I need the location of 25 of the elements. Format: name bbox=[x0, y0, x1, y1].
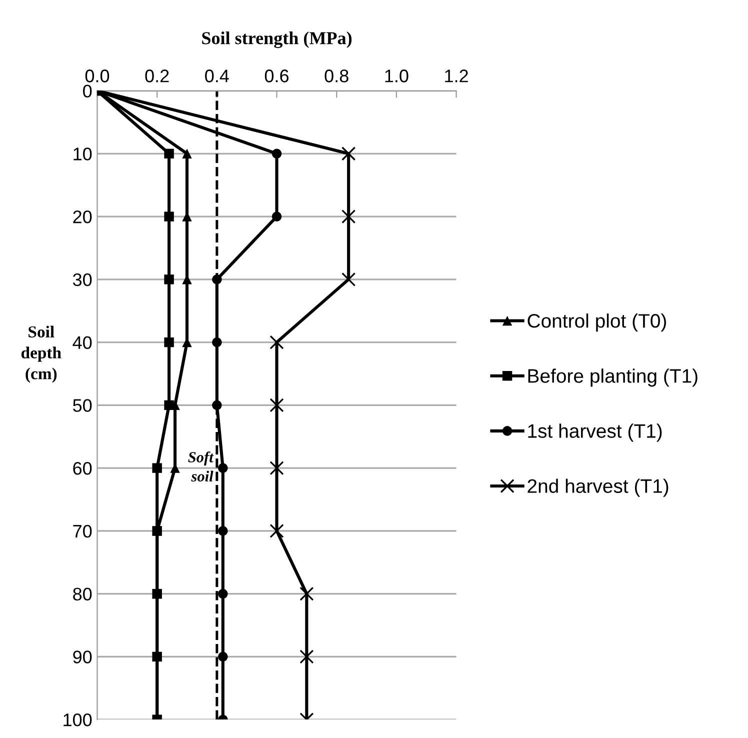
x-tick-label: 0.6 bbox=[264, 70, 289, 82]
legend-label: 1st harvest (T1) bbox=[528, 424, 662, 442]
x-axis-title: Soil strength (MPa) bbox=[202, 32, 352, 48]
y-tick-label: 30 bbox=[72, 273, 92, 286]
x-tick-label: 0.8 bbox=[324, 70, 348, 82]
y-tick-label: 100 bbox=[64, 713, 92, 726]
y-tick-label: 10 bbox=[74, 148, 92, 160]
y-tick-label: 60 bbox=[73, 462, 92, 475]
x-tick-label: 0.0 bbox=[85, 70, 110, 82]
legend-label: Control plot (T0) bbox=[528, 313, 666, 332]
legend-label: 2nd harvest (T1) bbox=[528, 478, 668, 497]
y-axis-title: Soil depth (cm) bbox=[21, 326, 62, 383]
y-tick-label: 0 bbox=[83, 84, 92, 98]
y-tick-label: 90 bbox=[73, 650, 92, 664]
y-tick-label: 80 bbox=[73, 588, 92, 601]
x-tick-label: 1.0 bbox=[385, 70, 408, 82]
ref-line-label: Soft soil bbox=[188, 451, 214, 482]
y-tick-label: 40 bbox=[72, 336, 92, 350]
y-tick-label: 20 bbox=[73, 210, 92, 224]
x-tick-label: 0.2 bbox=[145, 70, 169, 82]
y-tick-label: 50 bbox=[73, 399, 92, 412]
legend-label: Before planting (T1) bbox=[528, 368, 698, 387]
x-tick-label: 1.2 bbox=[445, 70, 468, 82]
y-tick-label: 70 bbox=[73, 524, 92, 538]
x-tick-label: 0.4 bbox=[205, 70, 229, 82]
